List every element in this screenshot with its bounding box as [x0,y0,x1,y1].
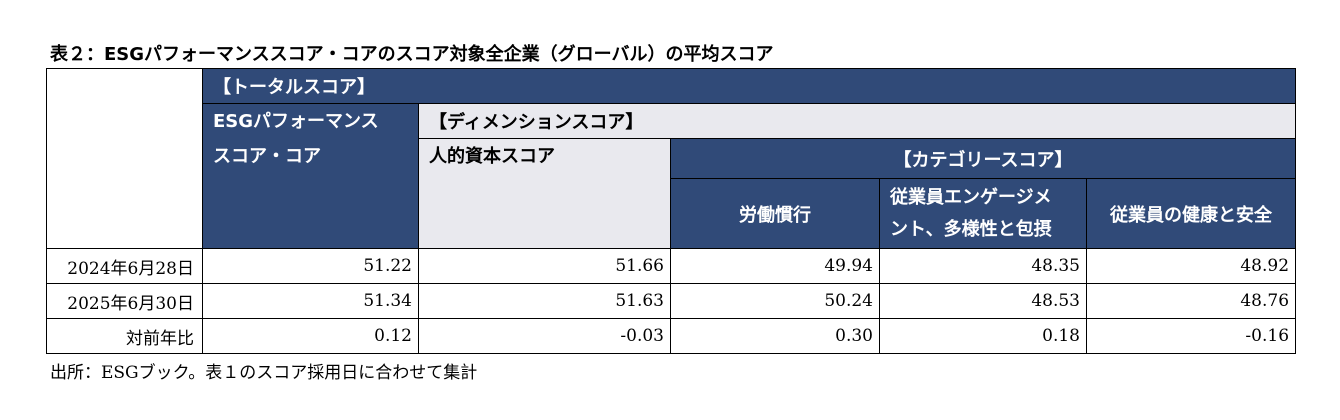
dimension-score-header: 【ディメンションスコア】 [417,103,1297,139]
health-value: -0.16 [1085,318,1297,354]
table-row: 対前年比 0.12 -0.03 0.30 0.18 -0.16 [46,318,1297,354]
row-label: 対前年比 [46,318,203,354]
health-safety-header: 従業員の健康と安全 [1085,178,1297,249]
human-value: -0.03 [418,318,671,354]
core-value: 0.12 [202,318,419,354]
esg-core-header-line2: スコア・コア [213,146,321,167]
labor-value: 0.30 [670,318,880,354]
human-value: 51.63 [418,283,671,319]
engagement-header-line1: 従業員エンゲージメ [890,186,1052,208]
table-row: 2025年6月30日 51.34 51.63 50.24 48.53 48.76 [46,283,1297,319]
human-capital-header: 人的資本スコア [418,138,671,249]
esg-core-header-line1: ESGパフォーマンス [213,111,379,132]
total-score-header: 【トータルスコア】 [201,68,1297,104]
row-label: 2025年6月30日 [46,283,203,319]
row-label: 2024年6月28日 [46,248,203,284]
labor-value: 50.24 [670,283,880,319]
human-value: 51.66 [418,248,671,284]
header-corner-cell [46,68,203,249]
engage-value: 48.35 [879,248,1087,284]
human-capital-header-label: 人的資本スコア [429,146,555,167]
engage-value: 48.53 [879,283,1087,319]
health-value: 48.92 [1085,248,1297,284]
esg-core-header: ESGパフォーマンス スコア・コア [202,103,419,249]
labor-value: 49.94 [670,248,880,284]
engage-value: 0.18 [879,318,1087,354]
core-value: 51.34 [202,283,419,319]
core-value: 51.22 [202,248,419,284]
table-title: 表２：ESGパフォーマンススコア・コアのスコア対象全企業（グローバル）の平均スコ… [50,44,774,65]
engagement-header: 従業員エンゲージメ ント、多様性と包摂 [879,178,1087,249]
engagement-header-line2: ント、多様性と包摂 [890,218,1052,240]
score-table: 【トータルスコア】 ESGパフォーマンス スコア・コア 【ディメンションスコア】… [46,68,1297,354]
labor-practices-header: 労働慣行 [670,178,880,249]
health-value: 48.76 [1085,283,1297,319]
category-score-header: 【カテゴリースコア】 [669,138,1297,179]
source-footnote: 出所：ESGブック。表１のスコア採用日に合わせて集計 [50,363,478,383]
table-row: 2024年6月28日 51.22 51.66 49.94 48.35 48.92 [46,248,1297,284]
